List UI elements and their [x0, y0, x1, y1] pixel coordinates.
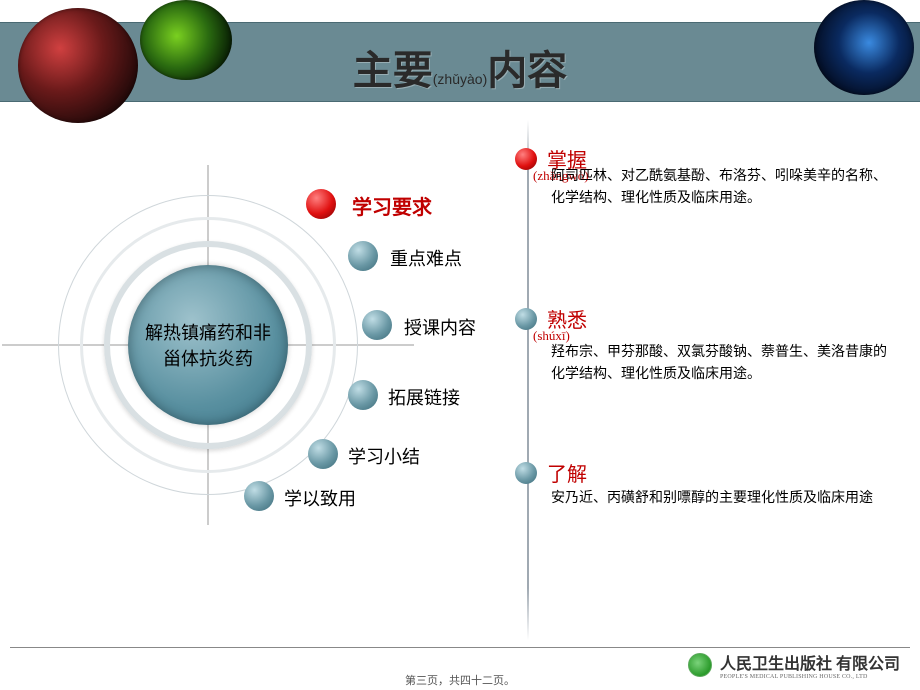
dial-node-dot-0 — [306, 189, 336, 219]
vertical-divider — [527, 120, 529, 640]
dial-node-label-1: 重点难点 — [390, 245, 462, 271]
dial-node-label-3: 拓展链接 — [388, 384, 460, 410]
dial-node-dot-2 — [362, 310, 392, 340]
dial-node-dot-3 — [348, 380, 378, 410]
dial-node-label-0: 学习要求 — [352, 191, 432, 220]
decor-virus-red-icon — [18, 8, 138, 123]
dial-node-dot-4 — [308, 439, 338, 469]
title-part1: 主要 — [353, 49, 433, 93]
title-pinyin: (zhǔyào) — [433, 71, 487, 87]
decor-dna-blue-icon — [814, 0, 914, 95]
dial-core-text: 解热镇痛药和非甾体抗炎药 — [142, 319, 274, 371]
footer-divider — [10, 647, 910, 648]
dial-node-label-5: 学以致用 — [284, 485, 356, 511]
decor-virus-green-icon — [140, 0, 232, 80]
publisher-name-cn: 人民卫生出版社 有限公司 — [720, 650, 900, 674]
dial-core: 解热镇痛药和非甾体抗炎药 — [128, 265, 288, 425]
section-head-2: 了解 — [547, 458, 587, 487]
dial-diagram: 解热镇痛药和非甾体抗炎药 学习要求重点难点授课内容拓展链接学习小结学以致用 — [58, 195, 358, 495]
section-body-1: 羟布宗、甲芬那酸、双氯芬酸钠、萘普生、美洛昔康的化学结构、理化性质及临床用途。 — [551, 342, 891, 385]
dial-node-label-2: 授课内容 — [404, 314, 476, 340]
section-body-0: 阿司匹林、对乙酰氨基酚、布洛芬、吲哚美辛的名称、化学结构、理化性质及临床用途。 — [551, 166, 891, 209]
section-bullet-2 — [515, 462, 537, 484]
dial-node-dot-5 — [244, 481, 274, 511]
page-title: 主要(zhǔyào)内容 — [0, 38, 920, 96]
section-bullet-0 — [515, 148, 537, 170]
page-number: 第三页，共四十二页。 — [0, 672, 920, 688]
section-body-2: 安乃近、丙磺舒和别嘌醇的主要理化性质及临床用途 — [551, 488, 891, 510]
section-bullet-1 — [515, 308, 537, 330]
title-part2: 内容 — [487, 49, 567, 93]
dial-node-dot-1 — [348, 241, 378, 271]
dial-node-label-4: 学习小结 — [348, 443, 420, 469]
